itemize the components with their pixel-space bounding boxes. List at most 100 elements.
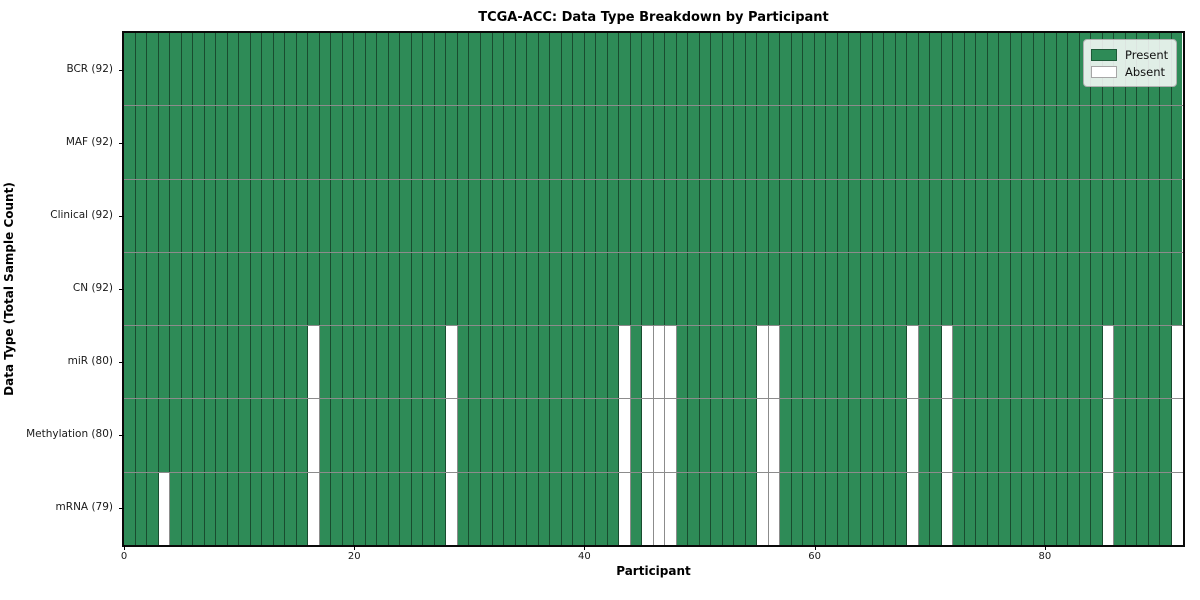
heatmap-cell [135,472,148,545]
heatmap-cell [492,106,505,179]
heatmap-cell [964,252,977,326]
heatmap-cell [722,399,735,472]
y-tick-label-Methylation: Methylation (80) [26,428,113,441]
heatmap-cell [193,326,205,399]
heatmap-cell [573,472,585,545]
heatmap-cell [239,326,251,399]
heatmap-cell [273,326,286,399]
heatmap-cell [1068,399,1080,472]
heatmap-cell [457,326,470,399]
heatmap-cell [273,472,286,545]
heatmap-cell [688,472,700,545]
heatmap-cell [699,33,712,106]
heatmap-cell [1010,399,1023,472]
heatmap-cell [273,399,286,472]
heatmap-cell [388,106,401,179]
heatmap-cell [216,399,228,472]
heatmap-cell [722,326,735,399]
heatmap-cell [907,399,919,472]
heatmap-cell [480,33,493,106]
heatmap-cell [319,33,332,106]
y-tick-label-MAF: MAF (92) [65,135,113,148]
heatmap-cell [607,179,620,252]
heatmap-cell [1079,106,1092,179]
heatmap-cell [538,179,551,252]
heatmap-cell [987,179,1000,252]
heatmap-cell [584,252,597,326]
heatmap-cell [619,252,631,326]
heatmap-cell [895,472,908,545]
heatmap-cell [711,106,723,179]
heatmap-cell [653,472,666,545]
heatmap-cell [1137,472,1149,545]
heatmap-cell [446,106,458,179]
heatmap-cell [699,399,712,472]
heatmap-cell [688,326,700,399]
heatmap-cell [504,106,516,179]
heatmap-cell [296,33,309,106]
heatmap-cell [734,472,746,545]
heatmap-cell [964,472,977,545]
heatmap-cell [895,179,908,252]
heatmap-cell [734,399,746,472]
heatmap-cell [550,326,562,399]
heatmap-cell [630,252,643,326]
heatmap-cell [607,472,620,545]
y-tick-label-mRNA: mRNA (79) [55,501,113,514]
heatmap-cell [1137,106,1149,179]
heatmap-cell [1045,399,1057,472]
heatmap-cell [480,179,493,252]
heatmap-cell [953,33,965,106]
heatmap-cell [365,326,378,399]
heatmap-cell [124,33,136,106]
y-tick-label-Clinical: Clinical (92) [50,208,113,221]
heatmap-cell [918,326,931,399]
heatmap-cell [619,326,631,399]
heatmap-cell [423,179,435,252]
heatmap-cell [619,106,631,179]
heatmap-cell [1171,179,1183,252]
heatmap-cell [653,33,666,106]
heatmap-cell [1160,472,1172,545]
heatmap-cell [745,106,758,179]
heatmap-cell [193,179,205,252]
heatmap-cell [1171,399,1183,472]
heatmap-cell [941,179,954,252]
heatmap-cell [768,399,781,472]
heatmap-cell [987,399,1000,472]
heatmap-cell [411,326,424,399]
heatmap-cell [734,106,746,179]
y-tick-mark [119,215,124,217]
legend: Present Absent [1083,39,1177,87]
heatmap-cell [1125,472,1138,545]
heatmap-cell [550,399,562,472]
heatmap-cell [170,106,182,179]
heatmap-cell [388,252,401,326]
heatmap-cell [573,33,585,106]
heatmap-cell [676,179,689,252]
heatmap-cell [446,472,458,545]
heatmap-cell [423,326,435,399]
heatmap-cell [941,399,954,472]
heatmap-cell [319,252,332,326]
heatmap-cell [930,326,942,399]
heatmap-cell [630,33,643,106]
heatmap-cell [181,252,194,326]
heatmap-row-BCR [124,33,1183,107]
heatmap-cell [388,33,401,106]
heatmap-cell [124,399,136,472]
heatmap-cell [411,399,424,472]
heatmap-cell [676,106,689,179]
heatmap-cell [930,472,942,545]
heatmap-cell [262,33,274,106]
heatmap-cell [434,179,447,252]
heatmap-cell [181,179,194,252]
heatmap-cell [849,399,861,472]
heatmap-cell [423,472,435,545]
heatmap-cell [676,33,689,106]
heatmap-cell [837,472,850,545]
heatmap-cell [296,252,309,326]
heatmap-cell [722,179,735,252]
heatmap-cell [538,106,551,179]
heatmap-cell [527,106,539,179]
